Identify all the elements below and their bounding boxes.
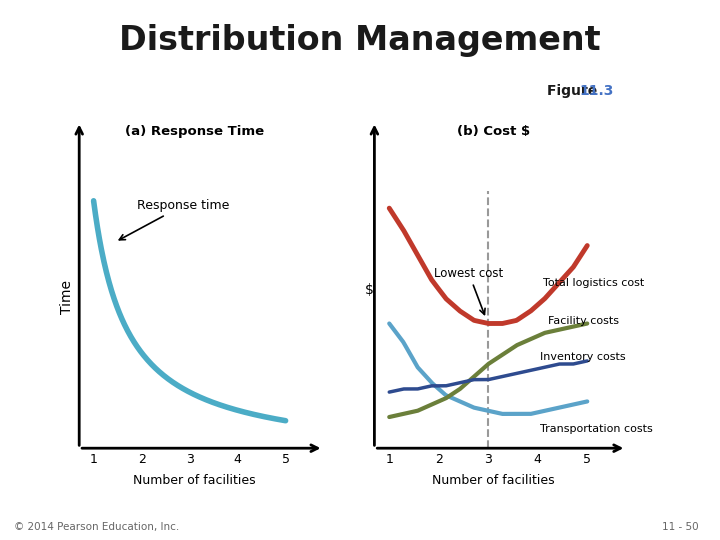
X-axis label: Number of facilities: Number of facilities [432,475,554,488]
Title: (a) Response Time: (a) Response Time [125,125,264,138]
Text: Figure: Figure [547,84,603,98]
Text: Response time: Response time [120,199,229,240]
Text: Inventory costs: Inventory costs [540,352,626,362]
Text: Total logistics cost: Total logistics cost [543,278,644,288]
X-axis label: Number of facilities: Number of facilities [133,475,256,488]
Text: 11 - 50: 11 - 50 [662,522,698,532]
Y-axis label: Time: Time [60,280,73,314]
Y-axis label: $: $ [364,283,373,297]
Text: Lowest cost: Lowest cost [434,267,503,314]
Text: 11.3: 11.3 [580,84,614,98]
Text: Facility costs: Facility costs [548,316,618,326]
Text: Distribution Management: Distribution Management [120,24,600,57]
Title: (b) Cost $: (b) Cost $ [456,125,530,138]
Text: © 2014 Pearson Education, Inc.: © 2014 Pearson Education, Inc. [14,522,180,532]
Text: Transportation costs: Transportation costs [540,424,653,434]
